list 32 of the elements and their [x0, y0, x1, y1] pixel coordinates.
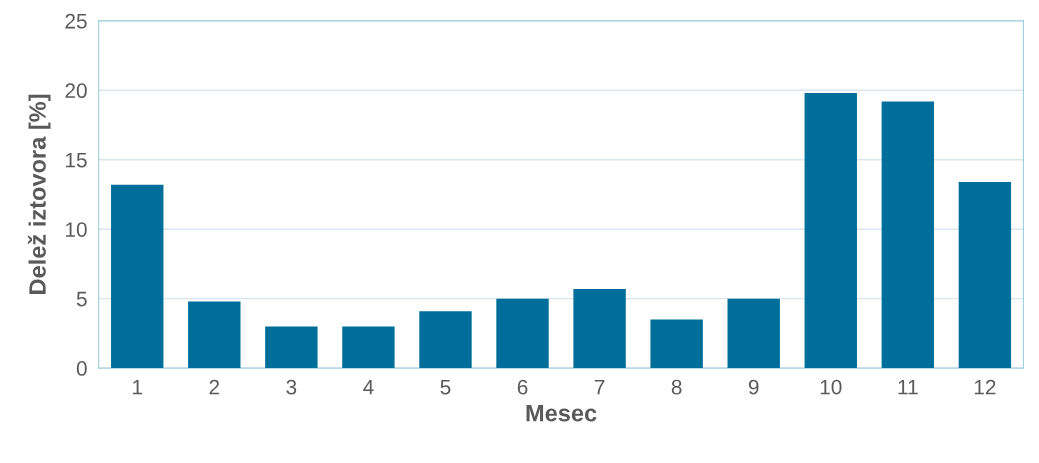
y-tick-label: 15 — [66, 152, 87, 168]
y-tick-label: 25 — [65, 13, 87, 29]
x-tick-label: 9 — [748, 379, 759, 395]
x-tick-label: 3 — [286, 379, 297, 395]
bar — [265, 326, 318, 369]
x-tick-label: 1 — [133, 379, 143, 395]
x-tick-label: 12 — [974, 379, 996, 395]
x-tick-label: 11 — [898, 379, 918, 395]
bar — [573, 288, 626, 369]
bar — [111, 184, 164, 369]
y-tick-label: 5 — [76, 291, 87, 307]
x-tick-label: 8 — [671, 379, 682, 395]
bar — [188, 301, 241, 369]
bar — [496, 298, 549, 369]
x-tick-label: 7 — [594, 379, 605, 395]
x-tick-label: 5 — [440, 379, 451, 395]
x-axis-title: Mesec — [526, 405, 597, 422]
x-tick-label: 6 — [517, 379, 528, 395]
bar — [958, 181, 1012, 369]
x-tick-label: 4 — [363, 379, 374, 395]
y-tick-label: 0 — [76, 361, 87, 376]
x-tick-label: 10 — [820, 379, 842, 395]
bar — [727, 298, 780, 369]
bar — [881, 101, 935, 369]
y-tick-label: 20 — [65, 83, 87, 99]
bar — [342, 326, 395, 369]
x-tick-label: 2 — [209, 379, 220, 395]
bar — [419, 311, 472, 369]
bar — [804, 93, 857, 369]
y-axis-title: Delež iztovora [%] — [28, 94, 51, 294]
bar — [650, 319, 703, 369]
y-tick-label: 10 — [66, 222, 87, 237]
